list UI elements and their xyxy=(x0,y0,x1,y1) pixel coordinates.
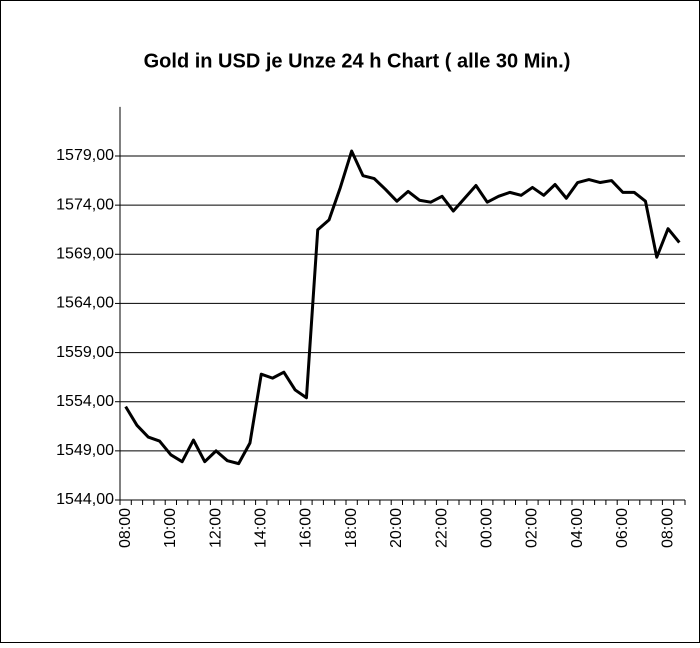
x-tick-label: 06:00 xyxy=(614,508,631,548)
y-tick-label: 1554,00 xyxy=(56,393,114,410)
y-tick-label: 1574,00 xyxy=(56,196,114,213)
x-tick-label: 18:00 xyxy=(343,508,360,548)
x-tick-label: 16:00 xyxy=(298,508,315,548)
x-tick-label: 00:00 xyxy=(478,508,495,548)
x-tick-label: 20:00 xyxy=(388,508,405,548)
x-tick-label: 02:00 xyxy=(524,508,541,548)
x-tick-label: 14:00 xyxy=(252,508,269,548)
x-tick-label: 08:00 xyxy=(117,508,134,548)
x-tick-label: 04:00 xyxy=(569,508,586,548)
y-tick-label: 1544,00 xyxy=(56,491,114,508)
x-tick-label: 10:00 xyxy=(162,508,179,548)
x-tick-label: 08:00 xyxy=(659,508,676,548)
y-tick-label: 1569,00 xyxy=(56,246,114,263)
y-tick-label: 1559,00 xyxy=(56,344,114,361)
y-tick-label: 1579,00 xyxy=(56,147,114,164)
chart-title: Gold in USD je Unze 24 h Chart ( alle 30… xyxy=(144,50,571,72)
y-tick-label: 1549,00 xyxy=(56,442,114,459)
y-tick-label: 1564,00 xyxy=(56,295,114,312)
line-series xyxy=(124,149,681,466)
x-tick-label: 22:00 xyxy=(433,508,450,548)
x-tick-label: 12:00 xyxy=(207,508,224,548)
